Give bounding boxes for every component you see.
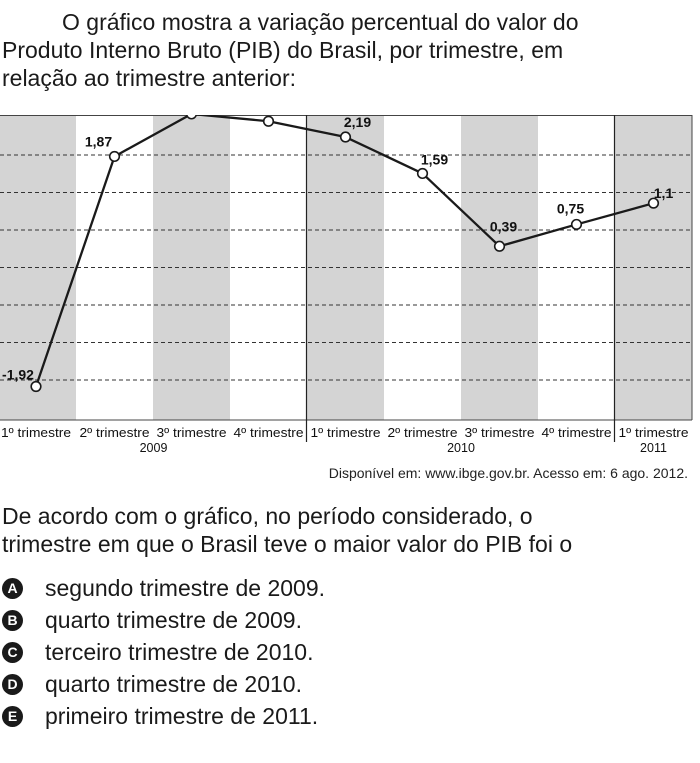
option-e[interactable]: E primeiro trimestre de 2011.: [2, 700, 325, 732]
option-d-text: quarto trimestre de 2010.: [45, 670, 302, 697]
option-a-badge: A: [2, 577, 23, 599]
option-a-text: segundo trimestre de 2009.: [45, 574, 326, 601]
gdp-line-chart: -1,921,872,572,452,191,590,390,751,11º t…: [0, 115, 693, 455]
year-label: 2009: [140, 441, 168, 455]
year-label: 2011: [640, 441, 667, 455]
option-e-text: primeiro trimestre de 2011.: [45, 702, 319, 729]
data-point: [493, 240, 506, 252]
data-label: 2,19: [344, 115, 371, 130]
data-point: [647, 197, 660, 209]
data-label: 1,59: [421, 151, 448, 167]
data-point: [262, 115, 275, 127]
year-label: 2010: [447, 441, 475, 455]
option-d[interactable]: D quarto trimestre de 2010.: [2, 668, 325, 700]
data-point: [185, 115, 198, 120]
data-point: [30, 380, 42, 393]
option-d-badge: D: [2, 673, 23, 695]
question-line-1: De acordo com o gráfico, no período cons…: [2, 503, 533, 529]
x-tick-label: 3º trimestre: [465, 426, 535, 440]
option-b-badge: B: [2, 609, 23, 631]
data-label: 0,39: [490, 218, 517, 234]
x-tick-label: 4º trimestre: [542, 426, 612, 440]
x-tick-label: 4º trimestre: [234, 426, 304, 440]
data-label: 1,1: [654, 185, 674, 201]
x-tick-label: 1º trimestre: [619, 426, 689, 440]
answer-options: A segundo trimestre de 2009. B quarto tr…: [2, 572, 325, 732]
data-label: -1,92: [2, 367, 34, 383]
data-point: [339, 131, 352, 143]
intro-line-2: Produto Interno Bruto (PIB) do Brasil, p…: [2, 37, 564, 63]
option-b[interactable]: B quarto trimestre de 2009.: [2, 604, 325, 636]
option-c-badge: C: [2, 641, 23, 663]
question-text: De acordo com o gráfico, no período cons…: [2, 502, 688, 558]
x-tick-label: 2º trimestre: [388, 426, 458, 440]
data-label: 0,75: [557, 200, 584, 216]
intro-line-3: relação ao trimestre anterior:: [2, 65, 297, 91]
option-b-text: quarto trimestre de 2009.: [45, 606, 302, 633]
intro-text: O gráfico mostra a variação percentual d…: [2, 8, 692, 92]
option-c-text: terceiro trimestre de 2010.: [45, 638, 314, 665]
data-point: [416, 167, 429, 180]
intro-line-1: O gráfico mostra a variação percentual d…: [62, 9, 579, 35]
option-c[interactable]: C terceiro trimestre de 2010.: [2, 636, 325, 668]
x-tick-label: 1º trimestre: [311, 426, 381, 440]
question-line-2: trimestre em que o Brasil teve o maior v…: [2, 531, 573, 557]
data-point: [108, 150, 121, 163]
x-tick-label: 1º trimestre: [1, 426, 71, 440]
data-label: 1,87: [85, 133, 112, 149]
option-a[interactable]: A segundo trimestre de 2009.: [2, 572, 325, 604]
option-e-badge: E: [2, 705, 23, 727]
x-tick-label: 2º trimestre: [80, 426, 150, 440]
source-citation: Disponível em: www.ibge.gov.br. Acesso e…: [328, 465, 688, 481]
data-point: [570, 218, 583, 231]
x-tick-label: 3º trimestre: [157, 426, 227, 440]
